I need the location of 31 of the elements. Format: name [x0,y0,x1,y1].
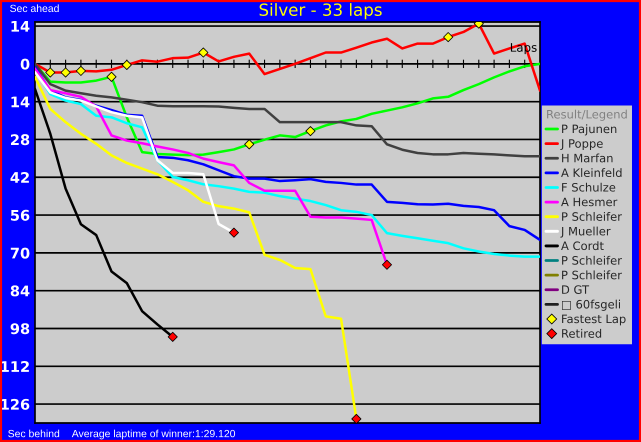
legend-label: P Schleifer [562,270,622,280]
legend-label: □ 60fsgeli [562,300,620,311]
legend-label: Retired [562,328,602,338]
y-tick-label: 112 [1,361,29,372]
y-tick-label: 14 [11,96,30,108]
legend-label: A Hesmer [561,198,618,206]
text: Average laptime of winner:1:29.120 [72,430,236,440]
legend-label: H Marfan [562,154,612,162]
y-tick-label: 28 [11,134,30,146]
legend-label: F Schulze [562,182,616,192]
legend-label: Fastest Lap [562,314,626,326]
legend-label: D GT [562,285,590,294]
legend-label: A Cordt [561,241,604,250]
y-tick-label: 56 [10,210,30,221]
text: Sec behind [8,430,60,438]
chart-title: Silver - 33 laps [260,3,382,20]
y-tick-label: 126 [1,398,30,410]
legend-label: P Schleifer [562,212,622,221]
y-tick-label: 0 [20,58,30,70]
y-tick-label: 70 [10,248,30,259]
legend-title: Result/Legend [547,110,627,121]
legend-label: J Mueller [560,226,611,238]
y-tick-label: 98 [10,323,30,334]
legend-label: P Pajunen [562,124,616,136]
y-tick-label: 14 [11,20,30,32]
legend-label: P Schleifer [562,256,622,265]
legend-label: A Kleinfeld [561,168,622,178]
legend-label: J Poppe [560,139,603,150]
text: Sec ahead [10,4,59,12]
y-tick-label: 84 [10,285,30,296]
y-tick-label: 42 [10,172,29,183]
